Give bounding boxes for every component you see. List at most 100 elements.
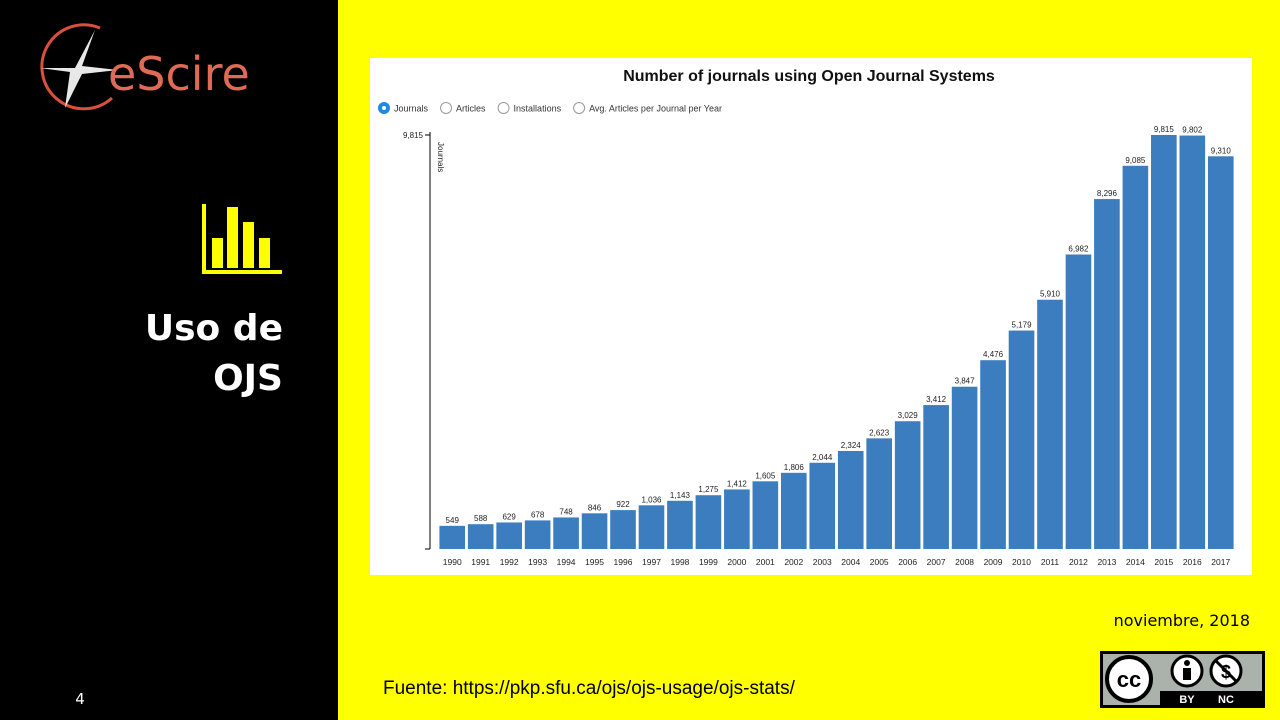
source: Fuente: https://pkp.sfu.ca/ojs/ojs-usage… [383,678,796,699]
value-label: 9,085 [1125,156,1146,165]
icon-axis [202,204,206,274]
bar [780,472,807,549]
x-tick-label: 2012 [1069,557,1088,567]
x-tick-label: 2002 [784,557,803,567]
chart-icon [202,204,282,274]
x-tick-label: 2009 [984,557,1003,567]
bar [667,500,693,549]
radio-label[interactable]: Installations [514,104,562,114]
nc-slash [1213,658,1239,684]
radio-option[interactable]: Installations [497,102,562,114]
page-number: 4 [75,690,85,708]
value-label: 3,847 [955,377,976,386]
badge-strip [1160,691,1262,705]
value-label: 2,044 [812,453,833,462]
value-label: 748 [559,507,573,516]
y-axis-label: Journals [436,142,445,172]
by-body [1183,668,1191,680]
x-tick-label: 2001 [756,557,775,567]
value-label: 5,179 [1012,321,1033,330]
x-tick-label: 2014 [1126,557,1145,567]
x-tick-label: 1997 [642,557,661,567]
radio[interactable] [497,102,510,114]
bar [809,462,836,549]
chart-title: Number of journals using Open Journal Sy… [623,68,995,85]
options: Journals Articles Installations Avg. Articl… [378,102,722,114]
bar [1094,199,1120,549]
slide-heading: OJS [213,358,283,399]
value-label: 1,412 [727,479,748,488]
value-label: 678 [531,510,545,519]
bar [837,450,864,549]
slide-heading: Uso de [145,308,283,349]
side-panel [0,0,338,720]
bar [923,405,949,549]
bar [439,525,466,549]
cc-text: cc [1117,667,1141,692]
bar [524,520,551,549]
x-tick-label: 2017 [1211,557,1230,567]
value-label: 3,029 [898,411,919,420]
bar [1179,135,1206,549]
x-tick-label: 1990 [443,557,462,567]
bar [752,481,779,549]
x-tick-label: 2015 [1154,557,1173,567]
bar [638,505,665,549]
radio-option[interactable]: Articles [440,102,487,114]
x-tick-label: 2003 [813,557,832,567]
bar [1065,254,1092,549]
value-label: 549 [446,516,460,525]
bar [695,495,722,549]
bar [1008,330,1035,549]
value-label: 1,605 [755,471,776,480]
icon-bar [259,238,270,268]
nc-text: NC [1218,694,1234,706]
value-label: 4,476 [983,350,1004,359]
radio-label[interactable]: Articles [456,104,486,114]
bar [1037,299,1063,549]
radio-option[interactable]: Journals [378,102,429,114]
radio-label[interactable]: Avg. Articles per Journal per Year [589,104,722,114]
logo-ring [40,23,114,111]
value-label: 9,815 [1154,125,1175,134]
icon-bar [227,207,238,268]
logo-text: eScire [108,47,250,101]
x-tick-label: 1991 [471,557,490,567]
bar [496,522,522,549]
bar [866,438,893,549]
value-label: 922 [616,500,630,509]
bar [1207,156,1234,549]
logo: eScire [40,23,250,111]
value-label: 2,324 [841,441,862,450]
x-tick-label: 2016 [1183,557,1202,567]
value-label: 5,910 [1040,290,1061,299]
x-tick-label: 2010 [1012,557,1031,567]
value-label: 588 [474,514,488,523]
x-tick-label: 1998 [670,557,689,567]
x-tick-label: 2005 [870,557,889,567]
bar [1151,135,1177,549]
by-text: BY [1179,694,1195,706]
y-tick-label: 9,815 [403,131,424,140]
logo-star [40,30,118,108]
x-tick-label: 1993 [528,557,547,567]
icon-bar [243,222,254,268]
x-tick-label: 1992 [500,557,519,567]
radio[interactable] [573,102,586,114]
plot: 9,815 Journals 549 1990 588 1991 629 1992 678 199… [403,125,1234,567]
radio[interactable] [440,102,453,114]
license-badge: cc $ BY NC [1100,651,1265,708]
x-tick-label: 2004 [841,557,860,567]
bar [980,360,1006,549]
radio-option[interactable]: Avg. Articles per Journal per Year [573,102,722,114]
radio-label[interactable]: Journals [394,104,429,114]
bar [1122,165,1149,550]
icon-axis [202,270,282,274]
bar [581,513,608,549]
date: noviembre, 2018 [1114,611,1250,630]
value-label: 6,982 [1068,244,1089,253]
x-tick-label: 2008 [955,557,974,567]
bar [553,517,579,549]
value-label: 1,806 [784,463,805,472]
